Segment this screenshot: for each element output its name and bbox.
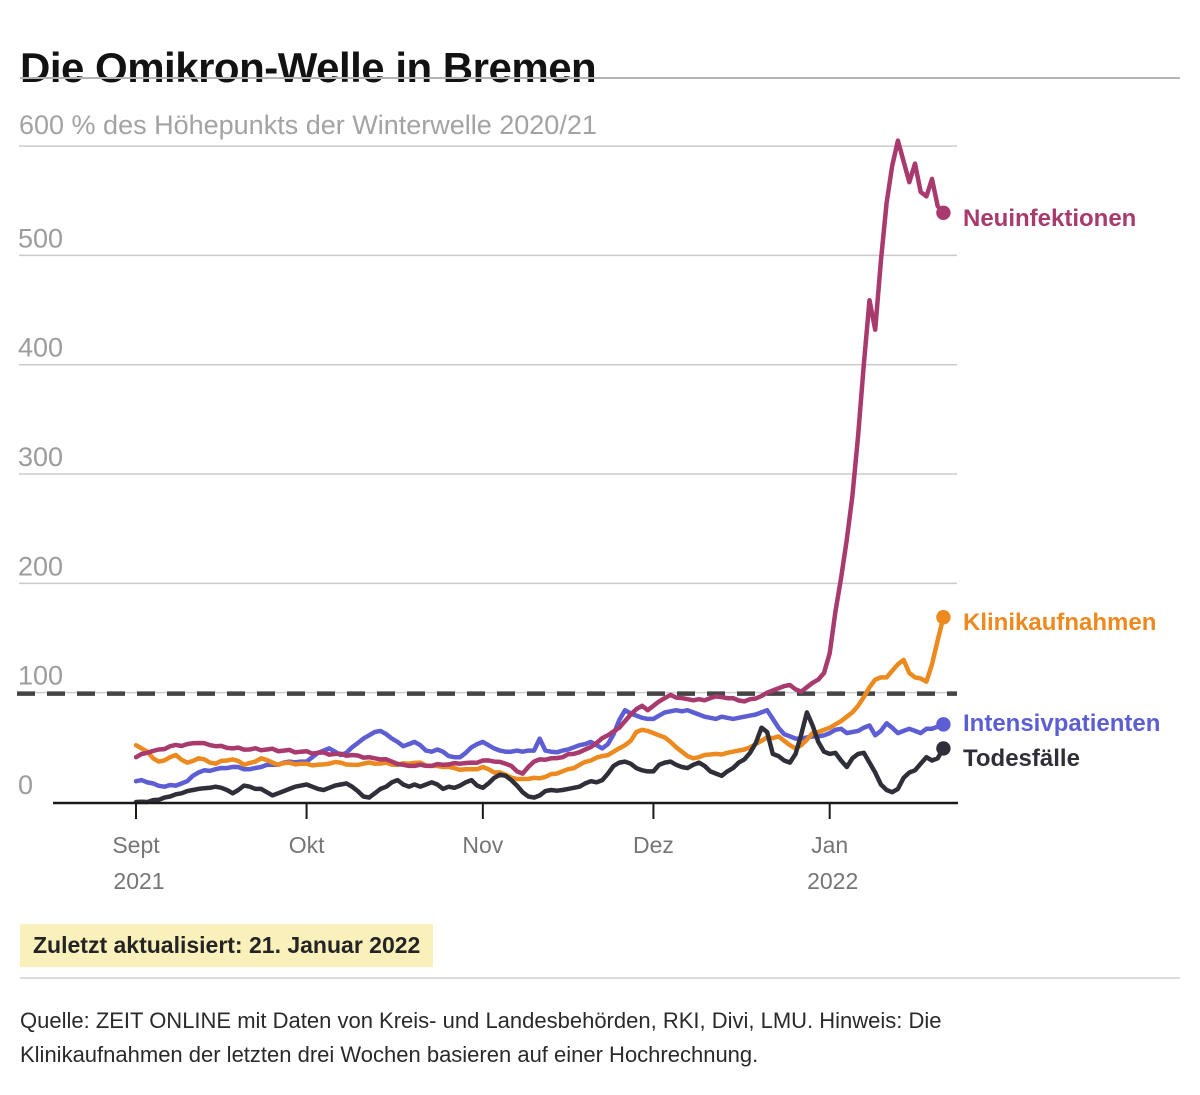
- footer-divider: [20, 977, 1180, 979]
- x-tick-sublabel-2022: 2022: [807, 868, 858, 894]
- y-tick-label-0: 0: [18, 770, 33, 800]
- source-note: Quelle: ZEIT ONLINE mit Daten von Kreis-…: [20, 1004, 1180, 1072]
- x-tick-sublabel-2021: 2021: [113, 868, 164, 894]
- series-end-dot-intensivpatienten: [936, 717, 951, 732]
- source-note-line1: Quelle: ZEIT ONLINE mit Daten von Kreis-…: [20, 1008, 942, 1033]
- legend-todesfaelle: Todesfälle: [963, 745, 1080, 772]
- x-tick-label-Dez: Dez: [633, 832, 674, 858]
- y-tick-label-200: 200: [18, 551, 63, 581]
- page-title: Die Omikron-Welle in Bremen: [20, 44, 597, 92]
- series-end-dot-todesfälle: [936, 741, 951, 756]
- y-tick-label-400: 400: [18, 333, 63, 363]
- series-line-neuinfektionen: [133, 138, 946, 776]
- y-tick-label-100: 100: [18, 661, 63, 691]
- source-note-line2: Klinikaufnahmen der letzten drei Wochen …: [20, 1042, 759, 1067]
- last-updated-badge: Zuletzt aktualisiert: 21. Januar 2022: [20, 924, 434, 967]
- legend-klinikaufnahmen: Klinikaufnahmen: [963, 609, 1157, 636]
- x-tick-label-Jan: Jan: [811, 832, 848, 858]
- x-tick-label-Okt: Okt: [289, 832, 325, 858]
- y-axis-unit-label: 600 % des Höhepunkts der Winterwelle 202…: [19, 110, 597, 140]
- y-tick-label-500: 500: [18, 223, 63, 253]
- series-line-todesfälle: [133, 710, 946, 805]
- title-divider: [20, 77, 1180, 79]
- series-line-klinikaufnahmen: [133, 614, 946, 782]
- x-tick-label-Nov: Nov: [462, 832, 503, 858]
- legend-neuinfektionen: Neuinfektionen: [963, 205, 1137, 232]
- series-end-dot-klinikaufnahmen: [936, 610, 951, 625]
- x-tick-label-Sept: Sept: [112, 832, 160, 858]
- legend-intensivpatienten: Intensivpatienten: [963, 710, 1161, 737]
- y-tick-label-300: 300: [18, 442, 63, 472]
- series-end-dot-neuinfektionen: [936, 205, 951, 220]
